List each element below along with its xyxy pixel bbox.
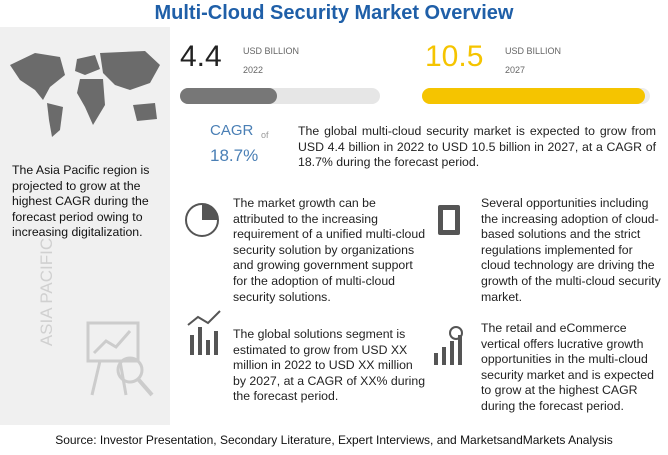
- end-bar: [422, 88, 645, 104]
- world-map: [10, 51, 160, 137]
- end-unit: USD BILLION: [505, 46, 562, 56]
- chart-icon: [86, 321, 154, 397]
- highlight: Several opportunities including the incr…: [481, 196, 661, 304]
- end-year: 2027: [505, 65, 526, 75]
- region-text: The Asia Pacific region is projected to …: [12, 163, 150, 240]
- end-value: 10.5: [425, 40, 484, 73]
- start-year: 2022: [243, 65, 264, 75]
- highlight: The global solutions segment is estimate…: [233, 327, 426, 404]
- title: Multi-Cloud Security Market Overview: [154, 2, 514, 24]
- start-value: 4.4: [180, 40, 222, 73]
- highlight: The market growth can be attributed to t…: [233, 196, 426, 304]
- summary: The global multi-cloud security market i…: [298, 124, 656, 170]
- cagr-value: 18.7%: [210, 146, 259, 165]
- cagr-of: of: [261, 130, 269, 140]
- start-bar-track: [180, 88, 380, 104]
- region-label: ASIA PACIFIC: [37, 237, 56, 347]
- source: Source: Investor Presentation, Secondary…: [55, 433, 613, 447]
- start-unit: USD BILLION: [243, 46, 300, 56]
- end-bar-track: [422, 88, 650, 104]
- cagr-label: CAGR: [210, 122, 254, 139]
- start-bar: [180, 88, 277, 104]
- highlight: The retail and eCommerce vertical offers…: [481, 321, 654, 413]
- icons: [185, 203, 463, 365]
